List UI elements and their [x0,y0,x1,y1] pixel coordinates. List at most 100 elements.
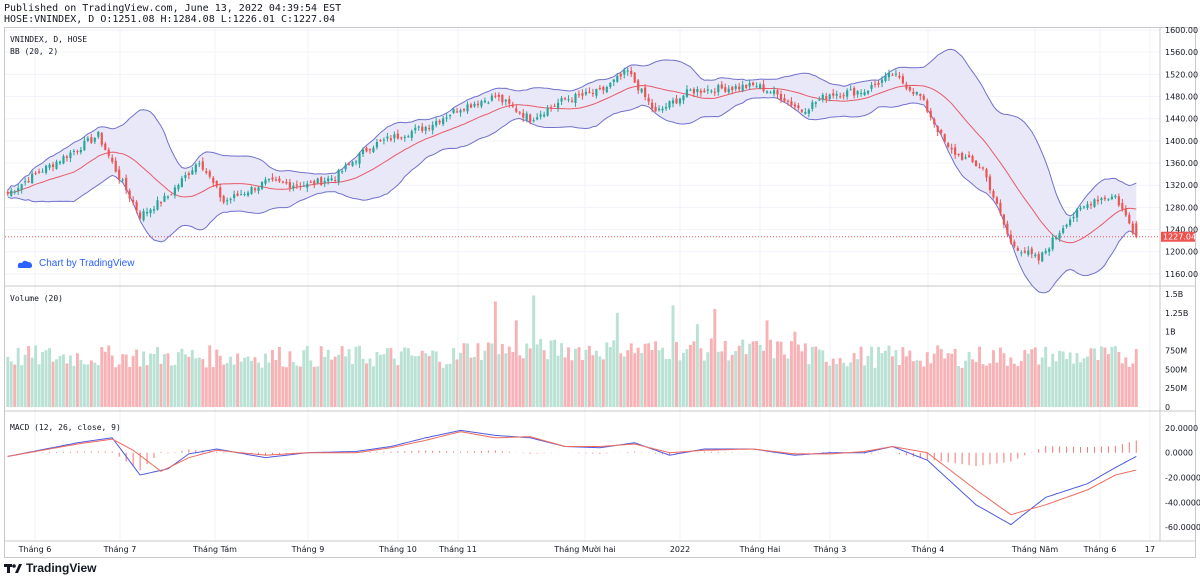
candle-body [877,82,880,85]
volume-bar [817,349,821,407]
candle-body [83,140,86,151]
candle-body [724,87,727,92]
volume-bar [37,364,41,407]
candle-body [159,201,163,204]
candle-body [501,95,504,103]
candle-body [497,94,500,97]
candle-body [55,161,58,169]
time-tick-label: Tháng Hai [739,545,781,554]
volume-bar [267,362,271,407]
candle-body [128,190,131,199]
price-tick-label: 1320.00 [1165,181,1198,190]
volume-bar [243,357,247,407]
candle-body [51,164,55,168]
volume-bar [225,363,229,407]
volume-bar [688,344,692,407]
candle-body [940,130,943,133]
volume-bar [392,358,396,407]
candle-body [1128,214,1131,224]
volume-bar [378,354,382,407]
chart-by-tradingview[interactable]: Chart by TradingView [17,258,134,269]
volume-bar [9,361,13,407]
volume-bar [100,346,104,407]
candle-body [734,86,737,89]
candle-body [292,185,295,189]
time-tick-label: Tháng 4 [911,545,945,554]
candle-body [410,131,413,138]
candle-body [884,75,887,81]
candle-body [999,202,1002,214]
candle-body [1002,214,1005,225]
candle-body [58,161,62,164]
price-tick-label: 1600.00 [1165,26,1198,35]
volume-bar [967,351,971,407]
candle-body [1131,223,1134,234]
volume-bar [372,366,375,407]
candle-body [173,187,177,196]
candle-body [556,102,560,108]
volume-bar [382,354,386,407]
candle-body [539,114,542,117]
candle-body [974,160,978,166]
candle-body [703,90,706,93]
candle-body [281,181,284,183]
price-tick-label: 1480.00 [1165,93,1198,102]
candle-body [609,82,612,87]
candle-body [1079,207,1082,210]
candle-body [358,153,361,164]
volume-bar [567,347,570,407]
volume-bar [877,346,880,407]
candle-body [435,121,438,126]
candle-body [1110,196,1113,200]
volume-bar [964,360,968,407]
candle-body [149,209,152,214]
volume-bar [284,367,288,407]
volume-bar [194,358,198,407]
volume-bar [925,352,929,407]
candle-body [379,140,382,142]
candle-body [657,108,661,111]
candle-body [260,181,264,189]
candle-body [692,88,695,94]
volume-bar [375,352,379,407]
candle-body [1096,199,1100,202]
volume-bar [532,295,536,407]
candle-body [1027,250,1030,255]
volume-bar [62,354,65,407]
volume-bar [358,345,361,407]
volume-bar [1089,348,1093,407]
candle-body [821,94,824,100]
candle-body [400,137,403,139]
candle-body [236,193,239,196]
volume-bar [974,361,978,407]
volume-bar [1096,359,1100,407]
volume-bar [720,351,724,407]
volume-bar [166,353,170,407]
candle-body [361,149,365,154]
volume-bar [796,344,800,407]
candle-body [104,143,107,150]
volume-bar [232,364,236,407]
candle-body [1009,234,1012,243]
candle-body [442,118,445,125]
volume-bar [75,353,79,407]
candle-body [647,97,650,102]
tradingview-logo[interactable]: TradingView [4,561,96,575]
candle-body [1093,199,1096,207]
volume-bar [918,360,922,407]
volume-bar [86,364,90,407]
candle-body [664,106,668,109]
price-tick-label: 1520.00 [1165,70,1198,79]
candle-body [825,96,828,99]
candle-body [929,110,932,118]
volume-bar [96,365,100,407]
volume-bar [675,342,678,407]
candle-body [567,99,570,101]
candle-body [950,147,953,150]
candle-body [132,199,135,203]
candle-body [334,180,337,182]
candle-body [208,171,211,177]
volume-bar [852,353,856,407]
candle-body [790,101,793,106]
